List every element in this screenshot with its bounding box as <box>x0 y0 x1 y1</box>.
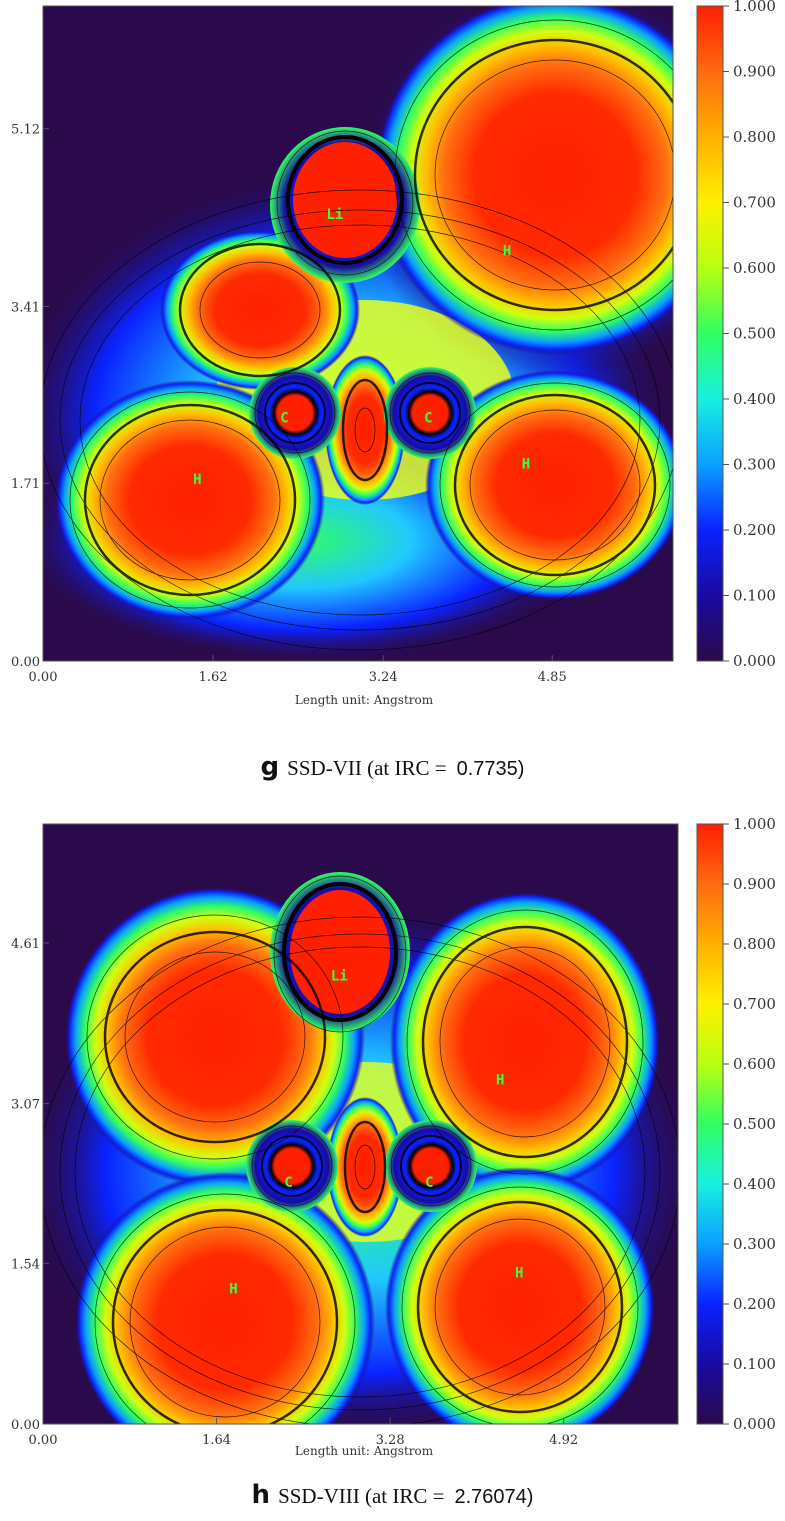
atom-label-h: H <box>193 472 201 488</box>
atom-label-h: H <box>503 243 511 259</box>
colorbar-tick-label: 0.500 <box>733 1115 776 1133</box>
x-tick-label: 4.85 <box>538 670 567 685</box>
x-tick-label: 3.24 <box>369 670 398 685</box>
colorbar-tick-label: 0.300 <box>733 1235 776 1253</box>
caption-value-g: 0.7735) <box>456 758 525 780</box>
colorbar-tick-label: 0.300 <box>733 456 776 474</box>
panel-h: Li H C C H H 0.00 1.64 3.28 4.92 0.00 1.54 3.07 4.6… <box>0 812 785 1521</box>
atom-label-li: Li <box>331 968 348 984</box>
elf-plot-g: Li H C C H H 0.00 1.62 3.24 4.85 0.00 1.71 3.41 5.1… <box>11 0 776 707</box>
atom-label-h: H <box>515 1266 523 1282</box>
colorbar-tick-label: 0.000 <box>733 1415 776 1433</box>
elf-map-h <box>43 824 678 1424</box>
x-axis-label-g: Length unit: Angstrom <box>295 693 434 707</box>
x-axis-g: 0.00 1.62 3.24 4.85 <box>29 655 567 685</box>
colorbar-tick-label: 0.600 <box>733 1055 776 1073</box>
colorbar-g <box>696 5 724 662</box>
y-tick-label: 3.07 <box>11 1098 40 1113</box>
colorbar-tick-label: 0.100 <box>733 1355 776 1373</box>
colorbar-tick-label: 0.900 <box>733 875 776 893</box>
x-tick-label: 3.28 <box>376 1433 405 1448</box>
y-tick-label: 1.71 <box>11 477 40 492</box>
elf-plot-h: Li H C C H H 0.00 1.64 3.28 4.92 0.00 1.54 3.07 4.6… <box>11 815 776 1458</box>
atom-label-h: H <box>522 456 530 472</box>
colorbar-ticks-g: 1.000 0.900 0.800 0.700 0.600 0.500 0.400 0.300… <box>723 0 776 670</box>
colorbar-tick-label: 0.400 <box>733 1175 776 1193</box>
atom-label-h: H <box>496 1073 504 1089</box>
colorbar-tick-label: 0.200 <box>733 521 776 539</box>
panel-g: Li H C C H H 0.00 1.62 3.24 4.85 0.00 1.71 3.41 5.1… <box>0 0 785 782</box>
caption-g: g SSD-VII (at IRC = 0.7735) <box>0 752 785 782</box>
atom-label-c: C <box>284 1175 292 1191</box>
colorbar-tick-label: 0.200 <box>733 1295 776 1313</box>
colorbar-tick-label: 0.100 <box>733 587 776 605</box>
atom-label-li: Li <box>326 207 343 223</box>
y-tick-label: 1.54 <box>11 1257 40 1272</box>
colorbar-tick-label: 0.700 <box>733 995 776 1013</box>
atom-label-h: H <box>229 1281 237 1297</box>
colorbar-tick-label: 0.800 <box>733 128 776 146</box>
caption-value-h: 2.76074) <box>454 1486 534 1508</box>
y-tick-label: 0.00 <box>11 655 40 670</box>
atom-label-c: C <box>280 411 288 427</box>
x-tick-label: 4.92 <box>549 1433 578 1448</box>
x-tick-label: 1.64 <box>202 1433 231 1448</box>
colorbar-tick-label: 0.700 <box>733 194 776 212</box>
x-axis-h: 0.00 1.64 3.28 4.92 <box>29 1418 578 1448</box>
atom-labels-g: Li H C C H H <box>193 207 530 488</box>
elf-map-g <box>43 6 673 661</box>
atom-label-c: C <box>425 1175 433 1191</box>
colorbar-tick-label: 0.600 <box>733 259 776 277</box>
colorbar-tick-label: 0.900 <box>733 63 776 81</box>
y-tick-label: 4.61 <box>11 937 40 952</box>
colorbar-tick-label: 0.400 <box>733 390 776 408</box>
caption-h: h SSD-VIII (at IRC = 2.76074) <box>0 1480 785 1510</box>
colorbar-tick-label: 1.000 <box>733 815 776 833</box>
colorbar-tick-label: 0.000 <box>733 652 776 670</box>
y-axis-g: 0.00 1.71 3.41 5.12 <box>11 123 49 670</box>
colorbar-tick-label: 0.500 <box>733 325 776 343</box>
x-axis-label-h: Length unit: Angstrom <box>295 1444 434 1458</box>
caption-name-g: SSD-VII (at IRC = <box>287 756 447 780</box>
y-axis-h: 0.00 1.54 3.07 4.61 <box>11 937 49 1433</box>
panel-letter-h: h <box>251 1480 271 1510</box>
y-tick-label: 5.12 <box>11 123 40 138</box>
colorbar-tick-label: 0.800 <box>733 935 776 953</box>
x-tick-label: 1.62 <box>199 670 228 685</box>
colorbar-h <box>696 823 724 1425</box>
atom-labels-h: Li H C C H H <box>229 968 523 1297</box>
atom-label-c: C <box>424 411 432 427</box>
y-tick-label: 3.41 <box>11 300 40 315</box>
y-tick-label: 0.00 <box>11 1418 40 1433</box>
x-tick-label: 0.00 <box>29 1433 58 1448</box>
panel-letter-g: g <box>260 752 280 782</box>
caption-name-h: SSD-VIII (at IRC = <box>278 1484 445 1508</box>
colorbar-ticks-h: 1.000 0.900 0.800 0.700 0.600 0.500 0.400 0.300… <box>723 815 776 1433</box>
x-tick-label: 0.00 <box>29 670 58 685</box>
colorbar-tick-label: 1.000 <box>733 0 776 15</box>
